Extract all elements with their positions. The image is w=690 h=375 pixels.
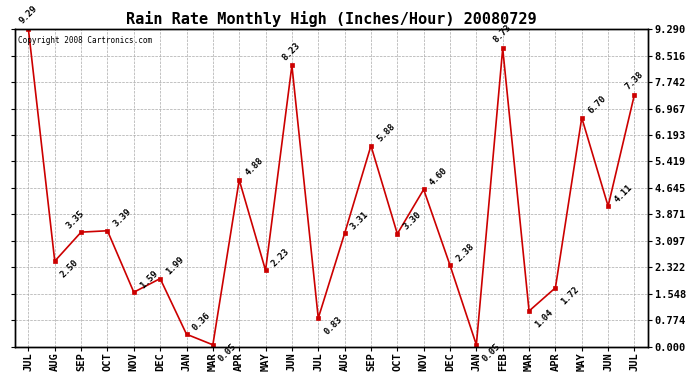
Text: 0.36: 0.36 — [190, 310, 213, 332]
Text: 1.72: 1.72 — [560, 285, 581, 306]
Text: 3.31: 3.31 — [348, 210, 371, 231]
Text: 4.88: 4.88 — [244, 156, 265, 178]
Text: 2.38: 2.38 — [454, 242, 475, 263]
Text: 0.05: 0.05 — [480, 342, 502, 363]
Text: 3.35: 3.35 — [64, 209, 86, 230]
Text: 1.59: 1.59 — [138, 268, 159, 290]
Text: 9.29: 9.29 — [17, 4, 39, 26]
Text: 8.23: 8.23 — [281, 40, 302, 62]
Text: 3.30: 3.30 — [402, 210, 423, 232]
Text: 6.70: 6.70 — [586, 94, 607, 116]
Text: 5.88: 5.88 — [375, 122, 397, 144]
Text: 1.99: 1.99 — [164, 255, 186, 276]
Text: Copyright 2008 Cartronics.com: Copyright 2008 Cartronics.com — [19, 36, 152, 45]
Text: 3.39: 3.39 — [112, 207, 133, 229]
Text: 0.05: 0.05 — [217, 342, 239, 363]
Text: 0.83: 0.83 — [322, 315, 344, 337]
Text: 4.11: 4.11 — [612, 183, 634, 204]
Text: 2.23: 2.23 — [270, 247, 291, 268]
Text: 2.50: 2.50 — [59, 258, 81, 280]
Text: 4.60: 4.60 — [428, 166, 449, 187]
Text: 7.38: 7.38 — [623, 69, 645, 91]
Text: 8.73: 8.73 — [491, 23, 513, 45]
Title: Rain Rate Monthly High (Inches/Hour) 20080729: Rain Rate Monthly High (Inches/Hour) 200… — [126, 11, 537, 27]
Text: 1.04: 1.04 — [533, 308, 555, 330]
